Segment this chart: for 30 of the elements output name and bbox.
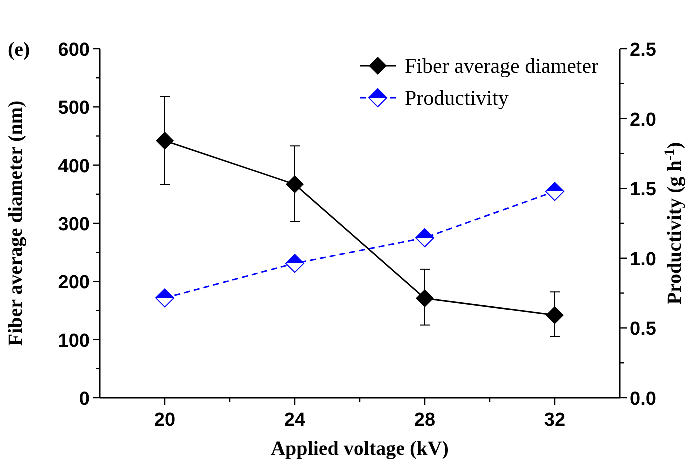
point xyxy=(546,306,564,324)
point xyxy=(546,182,564,202)
legend-label: Fiber average diameter xyxy=(405,54,599,78)
y-tick-label: 0 xyxy=(79,389,90,410)
y2-tick-label: 0.5 xyxy=(630,319,657,340)
chart-title: (e) xyxy=(8,39,30,61)
x-tick-label: 24 xyxy=(284,410,306,431)
legend-label: Productivity xyxy=(405,86,510,110)
y-tick-label: 500 xyxy=(58,98,90,120)
point xyxy=(156,288,174,308)
x-axis-title: Applied voltage (kV) xyxy=(271,438,449,460)
y2-tick-label: 1.0 xyxy=(630,249,656,270)
x-tick-label: 20 xyxy=(154,410,176,431)
x-tick-label: 32 xyxy=(544,410,566,431)
y2-tick-label: 2.0 xyxy=(630,110,656,131)
point xyxy=(156,132,174,150)
point xyxy=(416,228,434,248)
y2-tick-label: 2.5 xyxy=(630,40,657,61)
x-tick-label: 28 xyxy=(414,410,436,431)
point xyxy=(286,176,304,194)
y-tick-label: 400 xyxy=(58,156,90,178)
y-tick-label: 300 xyxy=(58,214,90,236)
y-tick-label: 600 xyxy=(58,40,90,61)
y2-tick-label: 1.5 xyxy=(630,180,657,201)
y-axis-title: Fiber average diameter (nm) xyxy=(5,100,27,346)
point xyxy=(286,254,304,274)
y-tick-label: 200 xyxy=(58,272,90,294)
y-tick-label: 100 xyxy=(58,330,90,352)
y2-tick-label: 0.0 xyxy=(630,389,656,410)
point xyxy=(416,290,434,308)
